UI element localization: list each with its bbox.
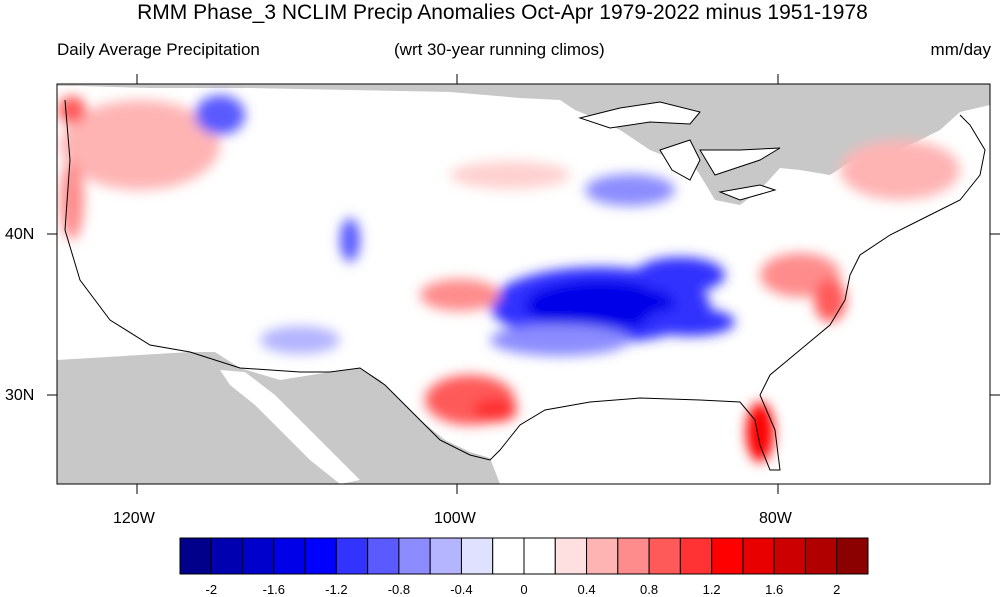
colorbar-swatch bbox=[210, 537, 244, 575]
colorbar-swatch bbox=[304, 537, 337, 575]
colorbar-tick-label: -2 bbox=[205, 582, 218, 597]
reference-label: (wrt 30-year running climos) bbox=[394, 40, 605, 59]
colorbar-swatch bbox=[179, 537, 212, 575]
colorbar-swatch bbox=[523, 537, 556, 575]
colorbar-tick-label: -0.4 bbox=[450, 582, 473, 597]
variable-label: Daily Average Precipitation bbox=[57, 40, 260, 59]
colorbar-tick-label: -1.6 bbox=[262, 582, 286, 597]
colorbar-tick-label: 2 bbox=[833, 582, 841, 597]
map-ticks bbox=[47, 74, 1000, 494]
colorbar-swatch bbox=[804, 537, 838, 575]
colorbar-swatch bbox=[773, 537, 806, 575]
colorbar-swatch bbox=[554, 537, 588, 575]
map-frame bbox=[56, 83, 991, 485]
colorbar-swatch bbox=[679, 537, 713, 575]
figure-title: RMM Phase_3 NCLIM Precip Anomalies Oct-A… bbox=[137, 1, 868, 24]
colorbar-swatch bbox=[648, 537, 681, 575]
gulf-of-california bbox=[220, 370, 360, 484]
colorbar-swatch bbox=[617, 537, 650, 575]
colorbar-swatch bbox=[273, 537, 306, 575]
colorbar-swatch bbox=[335, 537, 369, 575]
colorbar-tick-label: 1.6 bbox=[765, 582, 784, 597]
colorbar-swatch bbox=[242, 537, 275, 575]
lon-label-100w: 100W bbox=[434, 510, 476, 527]
colorbar-tick-label: 0 bbox=[520, 582, 528, 597]
lon-label-120w: 120W bbox=[113, 510, 155, 527]
colorbar-swatch bbox=[460, 537, 494, 575]
colorbar-swatch bbox=[711, 537, 744, 575]
lat-label-40n: 40N bbox=[5, 226, 35, 243]
colorbar-tick-label: -0.8 bbox=[387, 582, 411, 597]
colorbar-swatch bbox=[742, 537, 775, 575]
gulf-ocean bbox=[500, 395, 770, 484]
lon-label-80w: 80W bbox=[759, 510, 792, 527]
colorbar-swatch bbox=[492, 537, 525, 575]
colorbar-swatch bbox=[836, 537, 869, 575]
colorbar-swatch bbox=[586, 537, 619, 575]
units-label: mm/day bbox=[930, 40, 991, 59]
colorbar-tick-label: -1.2 bbox=[325, 582, 348, 597]
anomaly-field bbox=[58, 95, 960, 462]
colorbar-tick-label: 0.4 bbox=[577, 582, 596, 597]
colorbar-tick-label: 1.2 bbox=[702, 582, 721, 597]
colorbar-swatch bbox=[367, 537, 400, 575]
colorbar-swatch bbox=[398, 537, 431, 575]
colorbar-tick-label: 0.8 bbox=[640, 582, 659, 597]
great-lakes bbox=[578, 101, 781, 201]
lat-label-30n: 30N bbox=[5, 387, 35, 404]
canada-mask bbox=[57, 84, 990, 205]
us-outline bbox=[64, 99, 986, 471]
atlantic-ocean bbox=[760, 180, 990, 484]
colorbar-swatch bbox=[429, 537, 462, 575]
